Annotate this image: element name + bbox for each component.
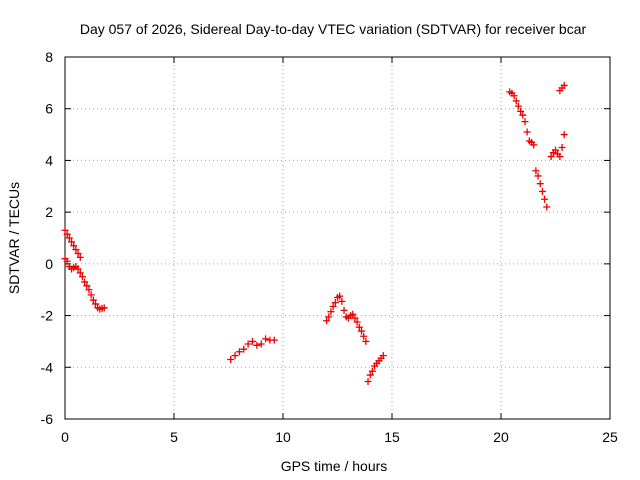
data-point [349,310,357,318]
y-tick-label: 6 [45,101,53,117]
tick-labels: 0 5 10 15 20 25 -6 -4 -2 0 2 4 6 8 [41,49,618,445]
axis-ticks [64,56,611,420]
y-tick-label: -6 [41,411,54,427]
x-tick-label: 25 [602,429,618,445]
x-tick-label: 15 [384,429,400,445]
data-point [325,313,333,321]
data-point [72,246,80,254]
data-point [514,102,522,110]
data-point [76,269,84,277]
data-points [61,81,568,386]
data-point [76,253,84,261]
y-tick-label: -2 [41,308,54,324]
data-point [517,107,525,115]
data-point [74,265,82,273]
data-point [357,327,365,335]
data-point [65,234,73,242]
data-point [556,153,564,161]
data-point [534,172,542,180]
data-point [364,378,372,386]
data-point [560,131,568,139]
data-point [240,345,248,353]
data-point [92,300,100,308]
data-point [231,352,239,360]
series-segment-1b [61,255,108,313]
y-tick-label: 8 [45,49,53,65]
series-segment-1a [61,226,84,261]
x-axis-label: GPS time / hours [281,458,388,474]
data-point [257,340,265,348]
x-tick-label: 0 [61,429,69,445]
data-point [362,337,370,345]
data-point [253,341,261,349]
data-point [78,273,86,281]
data-point [336,292,344,300]
data-point [368,367,376,375]
data-point [63,257,71,265]
data-point [558,144,566,151]
y-tick-label: 4 [45,152,53,168]
data-point [248,337,256,345]
data-point [523,128,531,136]
x-tick-label: 10 [275,429,291,445]
data-point [543,203,551,211]
series-segment-5 [506,88,551,211]
x-tick-label: 20 [493,429,509,445]
data-point [81,278,89,286]
data-point [100,304,108,312]
data-point [379,352,387,360]
chart-title: Day 057 of 2026, Sidereal Day-to-day VTE… [80,21,587,37]
data-point [510,92,518,100]
data-point [512,97,520,105]
data-point [519,111,527,119]
data-point [74,250,82,258]
data-point [360,332,368,340]
data-point [338,297,346,305]
y-tick-label: -4 [41,359,54,375]
data-point [521,118,529,126]
data-point [541,195,549,203]
data-point [227,356,235,364]
data-point [87,291,95,299]
x-tick-label: 5 [170,429,178,445]
data-point [366,371,374,379]
data-point [244,340,252,348]
series-segment-3 [323,292,370,345]
series-segment-4 [364,352,387,386]
data-point [235,348,243,356]
grid [65,57,610,419]
data-point [340,306,348,314]
data-point [63,230,71,238]
data-point [83,282,91,290]
plot-frame [64,56,611,420]
data-point [89,296,97,304]
data-point [329,303,337,311]
data-point [70,242,78,250]
data-point [61,226,69,234]
data-point [552,146,559,154]
data-point [327,308,335,316]
data-point [68,238,76,246]
data-point [85,286,93,294]
series-segment-6 [547,81,568,161]
data-point [323,317,331,325]
data-point [351,314,359,322]
data-point [270,336,278,344]
y-tick-label: 0 [45,256,53,272]
y-tick-label: 2 [45,204,53,220]
data-point [536,180,544,188]
data-point [355,323,363,331]
data-point [532,167,540,175]
data-point [331,299,339,307]
data-point [547,153,555,161]
data-point [353,318,361,326]
y-axis-label: SDTVAR / TECUs [6,182,22,294]
data-point [538,187,546,195]
data-point [560,81,568,89]
data-point [262,335,270,343]
data-point [530,141,538,149]
series-segment-2 [227,335,278,364]
